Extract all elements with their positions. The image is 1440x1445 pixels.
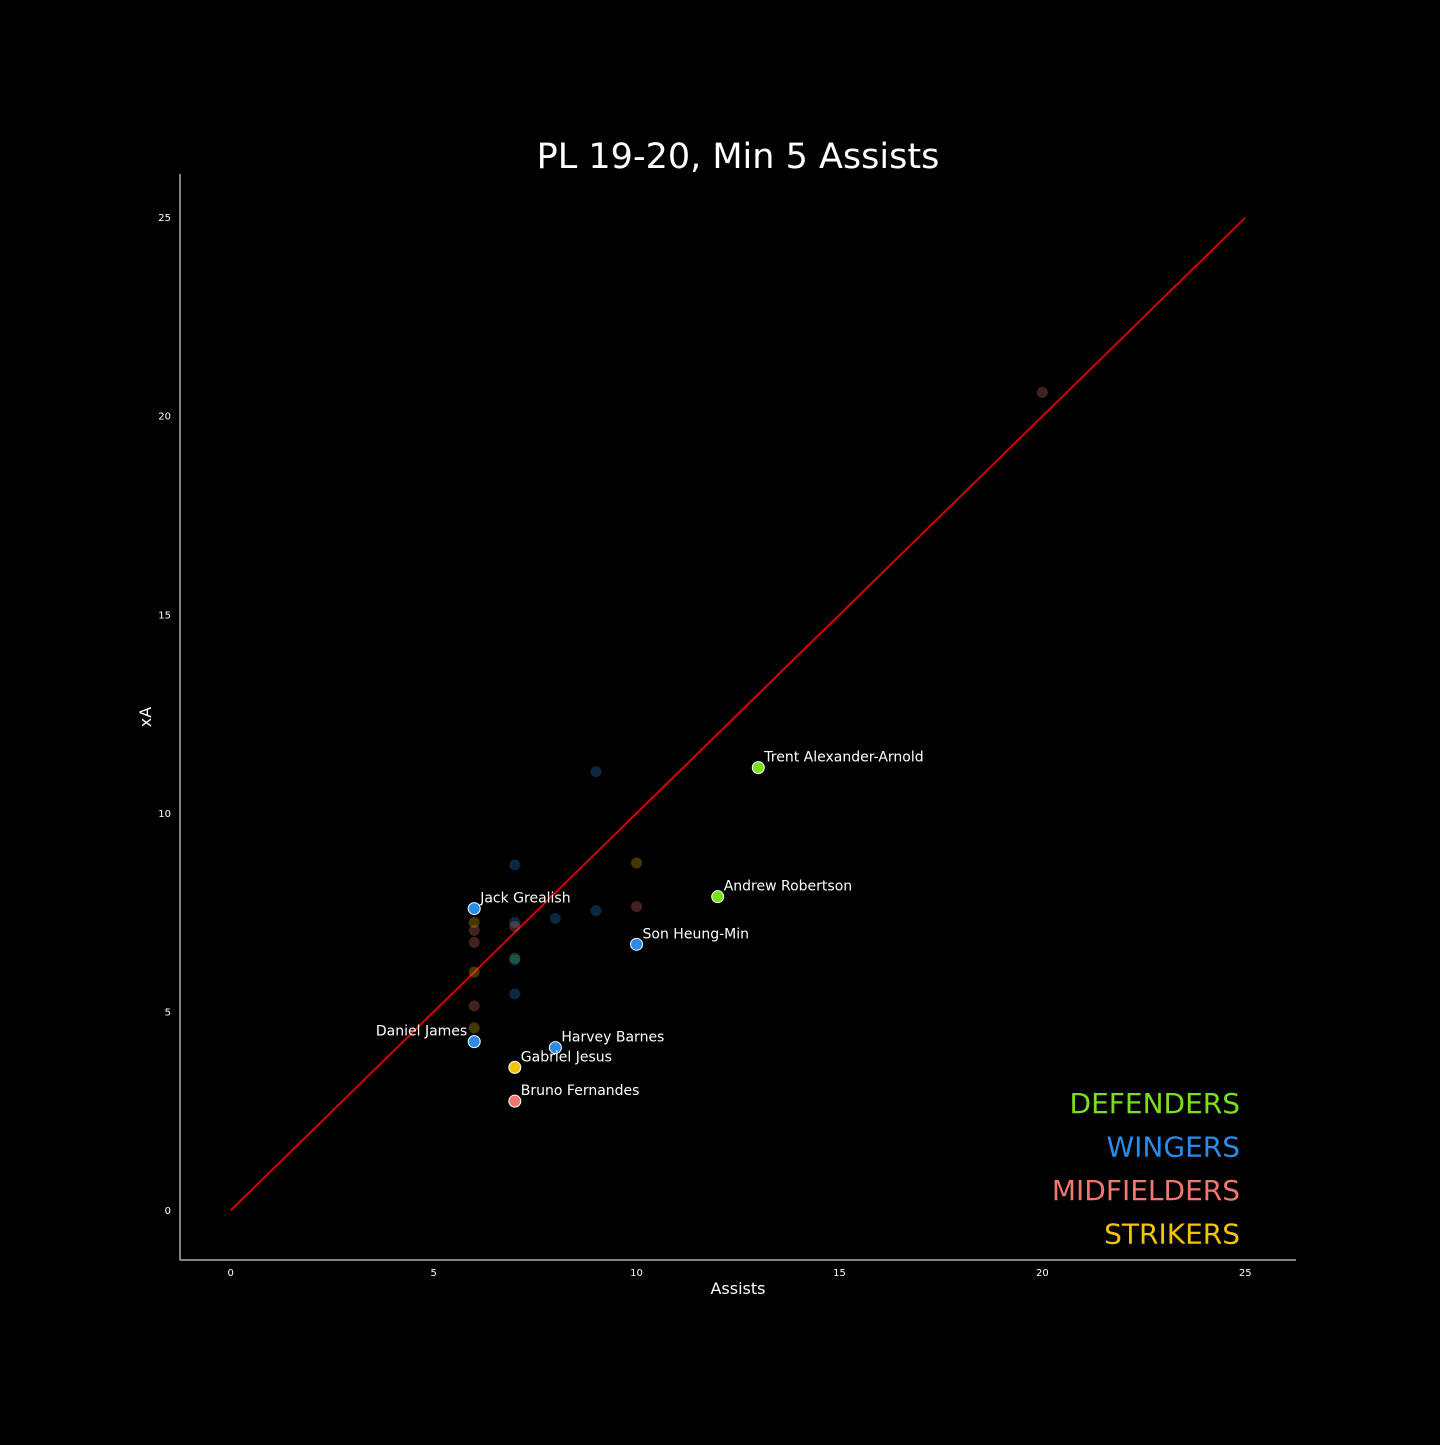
background-point	[509, 916, 521, 928]
background-point	[468, 1022, 480, 1034]
point-label: Daniel James	[376, 1024, 467, 1040]
highlighted-point	[467, 1035, 481, 1049]
y-tick-label: 0	[165, 1206, 171, 1217]
legend-entry: DEFENDERS	[1070, 1087, 1240, 1120]
x-tick-label: 5	[430, 1268, 436, 1279]
x-tick-label: 20	[1036, 1268, 1049, 1279]
background-point	[509, 920, 521, 932]
point-label: Bruno Fernandes	[521, 1083, 640, 1099]
y-tick-label: 20	[158, 412, 171, 423]
legend-entry: STRIKERS	[1104, 1218, 1240, 1251]
highlighted-point	[711, 890, 725, 904]
background-point	[631, 901, 643, 913]
legend-entry: MIDFIELDERS	[1052, 1174, 1240, 1207]
highlighted-point	[751, 761, 765, 775]
y-tick-label: 25	[158, 213, 171, 224]
background-point	[509, 952, 521, 964]
highlighted-point	[508, 1060, 522, 1074]
x-tick-label: 15	[833, 1268, 846, 1279]
background-point	[468, 966, 480, 978]
background-point	[590, 766, 602, 778]
point-label: Son Heung-Min	[643, 926, 749, 942]
background-points	[468, 386, 1048, 1034]
background-point	[509, 954, 521, 966]
background-point	[509, 988, 521, 1000]
axes: 0 5 10 15 20 25 0 5 10 15 20 25	[158, 174, 1296, 1279]
y-tick-label: 5	[165, 1007, 171, 1018]
background-point	[1036, 386, 1048, 398]
highlighted-point	[508, 1094, 522, 1108]
background-point	[468, 916, 480, 928]
background-point	[549, 913, 561, 925]
background-point	[509, 859, 521, 871]
x-tick-label: 10	[630, 1268, 643, 1279]
highlighted-point	[630, 937, 644, 951]
chart-title: PL 19-20, Min 5 Assists	[537, 137, 940, 177]
x-axis-label: Assists	[710, 1279, 765, 1298]
background-point	[631, 857, 643, 869]
x-tick-label: 25	[1239, 1268, 1252, 1279]
legend-entry: WINGERS	[1106, 1131, 1240, 1164]
background-point	[468, 1000, 480, 1012]
point-label: Gabriel Jesus	[521, 1049, 612, 1065]
reference-line-layer	[230, 216, 1246, 1212]
background-point	[590, 905, 602, 917]
y-axis-label: xA	[136, 707, 155, 727]
reference-line	[230, 216, 1246, 1212]
point-label: Andrew Robertson	[724, 879, 852, 895]
point-label: Harvey Barnes	[561, 1030, 664, 1046]
point-label: Trent Alexander-Arnold	[763, 750, 923, 766]
highlighted-points: Trent Alexander-Arnold Andrew Robertson Ja…	[376, 750, 924, 1108]
highlighted-point	[467, 902, 481, 916]
highlighted-point	[548, 1041, 562, 1055]
y-tick-label: 10	[158, 809, 171, 820]
y-tick-label: 15	[158, 610, 171, 621]
background-point	[468, 924, 480, 936]
x-tick-label: 0	[228, 1268, 234, 1279]
background-point	[468, 936, 480, 948]
legend: DEFENDERS WINGERS MIDFIELDERS STRIKERS	[1052, 1087, 1240, 1251]
point-label: Jack Grealish	[479, 891, 570, 907]
